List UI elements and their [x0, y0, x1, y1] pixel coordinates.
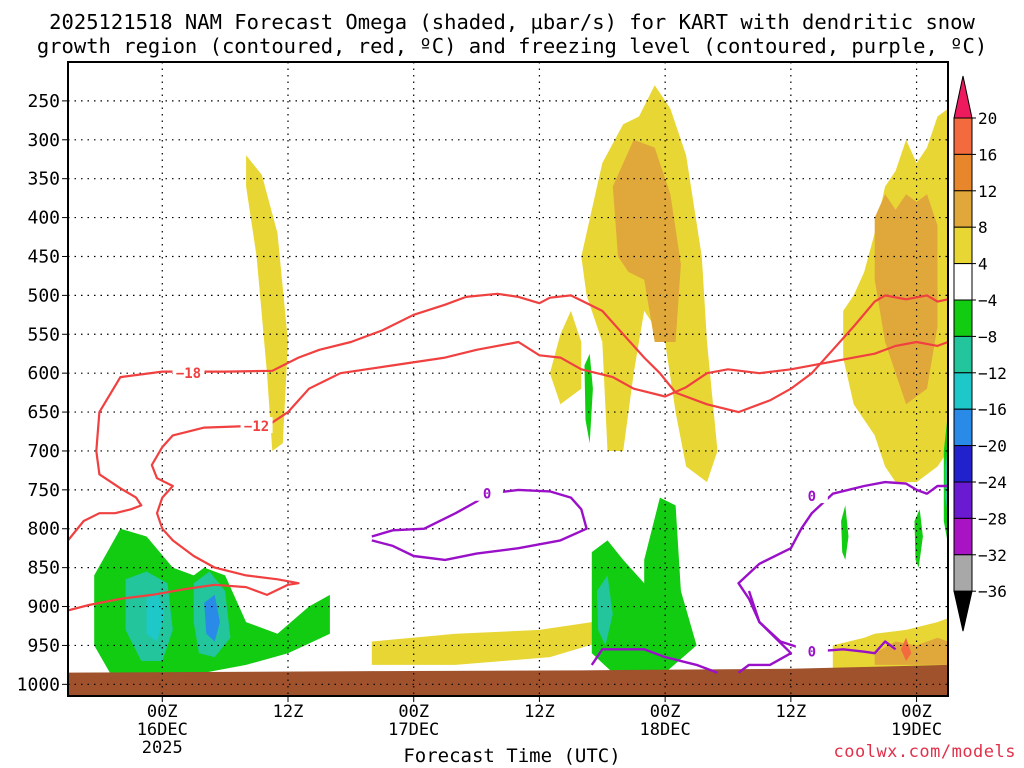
omega-region-ascent-core-18dec [612, 139, 681, 342]
x-tick-label-6-1: 19DEC [891, 720, 942, 740]
colorbar-swatch-2 [953, 153, 973, 192]
freezing-contour-0-label: 0 [483, 487, 491, 503]
colorbar-label-11: −28 [978, 509, 1007, 528]
colorbar-swatch-4 [953, 226, 973, 265]
chart-title-line1: 2025121518 NAM Forecast Omega (shaded, µ… [49, 10, 975, 34]
dgz-contour-1 [68, 340, 948, 612]
y-tick-label-350: 350 [27, 169, 60, 190]
omega-region-lift-low-19dec-a [841, 505, 849, 560]
omega-region-sink-band-17dec-low [371, 622, 603, 665]
colorbar-swatch-8 [953, 372, 973, 410]
colorbar-swatch-11 [953, 481, 973, 519]
y-tick-label-600: 600 [27, 363, 60, 384]
colorbar-label-5: −4 [978, 291, 997, 310]
y-tick-label-800: 800 [27, 519, 60, 540]
omega-region-sink-core-19dec-low [874, 637, 948, 665]
colorbar-swatch-10 [953, 445, 973, 483]
omega-region-sink-peak-19dec [900, 637, 912, 661]
colorbar-label-3: 8 [978, 218, 988, 237]
y-tick-label-500: 500 [27, 285, 60, 306]
x-tick-label-0-0: 00Z [147, 702, 178, 722]
x-tick-label-4-0: 00Z [650, 702, 681, 722]
colorbar-swatch-13 [953, 554, 973, 592]
omega-region-ascent-column-16dec-12z [246, 155, 288, 452]
dgz-contour-0 [68, 292, 948, 542]
x-tick-label-2-1: 17DEC [388, 720, 439, 740]
omega-region-core-lift-b [204, 594, 220, 642]
y-tick-label-900: 900 [27, 597, 60, 618]
y-tick-label-700: 700 [27, 441, 60, 462]
omega-region-core-lift-a [146, 591, 165, 642]
colorbar-swatch-1 [953, 117, 973, 155]
y-tick-label-300: 300 [27, 130, 60, 151]
plot-frame [67, 61, 949, 697]
freezing-contour-2-label-bg [795, 487, 828, 504]
x-tick-label-0-2: 2025 [142, 738, 183, 758]
terrain-ground [68, 664, 948, 696]
colorbar-label-4: 4 [978, 255, 988, 274]
colorbar-swatch-7 [953, 335, 973, 374]
y-tick-label-950: 950 [27, 635, 60, 656]
y-tick-label-650: 650 [27, 402, 60, 423]
freezing-contour-3-label: 0 [808, 645, 816, 661]
x-tick-label-3-0: 12Z [524, 702, 555, 722]
colorbar-label-2: 12 [978, 182, 997, 201]
dgz-contour-0-label-bg [172, 364, 205, 381]
x-tick-label-5-0: 12Z [775, 702, 806, 722]
colorbar-label-1: 16 [978, 145, 997, 164]
x-tick-label-6-0: 00Z [901, 702, 932, 722]
colorbar-top-arrow [953, 75, 973, 119]
freezing-contour-1 [590, 648, 718, 674]
colorbar-label-12: −32 [978, 546, 1007, 565]
x-tick-label-1-0: 12Z [273, 702, 304, 722]
colorbar-swatch-9 [953, 408, 973, 447]
chart-title-line2: growth region (contoured, red, ºC) and f… [36, 34, 988, 58]
y-tick-label-750: 750 [27, 480, 60, 501]
y-tick-label-400: 400 [27, 208, 60, 229]
colorbar-swatch-3 [953, 190, 973, 228]
colorbar-label-13: −36 [978, 582, 1007, 601]
x-tick-label-2-0: 00Z [398, 702, 429, 722]
colorbar-swatch-5 [953, 263, 973, 301]
freezing-contour-3 [747, 590, 897, 655]
colorbar-swatch-6 [953, 299, 973, 337]
omega-region-lift-sliver-18dec [584, 353, 593, 444]
dgz-contour-1-label-bg [240, 417, 273, 434]
freezing-contour-2-label: 0 [808, 489, 816, 505]
colorbar-label-10: −24 [978, 473, 1007, 492]
y-tick-label-550: 550 [27, 324, 60, 345]
x-tick-label-4-1: 18DEC [640, 720, 691, 740]
y-tick-label-450: 450 [27, 246, 60, 267]
freezing-contour-2 [737, 480, 948, 674]
dgz-contour-1-label: −12 [244, 419, 269, 435]
colorbar-label-7: −12 [978, 364, 1007, 383]
freezing-contour-0-label-bg [471, 484, 504, 501]
colorbar-swatch-12 [953, 517, 973, 556]
freezing-contour-0 [371, 488, 588, 562]
colorbar-label-8: −16 [978, 400, 1007, 419]
y-tick-label-1000: 1000 [17, 674, 60, 695]
colorbar-label-9: −20 [978, 437, 1007, 456]
colorbar-label-6: −8 [978, 327, 997, 346]
omega-region-strong-lift-18dec [597, 575, 613, 646]
dgz-contour-0-label: −18 [176, 366, 201, 382]
y-tick-label-850: 850 [27, 558, 60, 579]
site-credit: coolwx.com/models [833, 742, 1016, 762]
colorbar-bottom-arrow [953, 590, 973, 632]
omega-region-sink-band-18dec-low [497, 633, 529, 654]
x-tick-label-0-1: 16DEC [137, 720, 188, 740]
omega-region-lift-low-18dec [591, 497, 697, 673]
omega-region-ascent-plume-18dec [549, 310, 582, 405]
freezing-contour-3-label-bg [795, 642, 828, 659]
colorbar-label-0: 20 [978, 109, 997, 128]
x-axis-label: Forecast Time (UTC) [403, 745, 621, 767]
y-tick-label-250: 250 [27, 91, 60, 112]
omega-region-lift-low-19dec-b [914, 509, 923, 568]
